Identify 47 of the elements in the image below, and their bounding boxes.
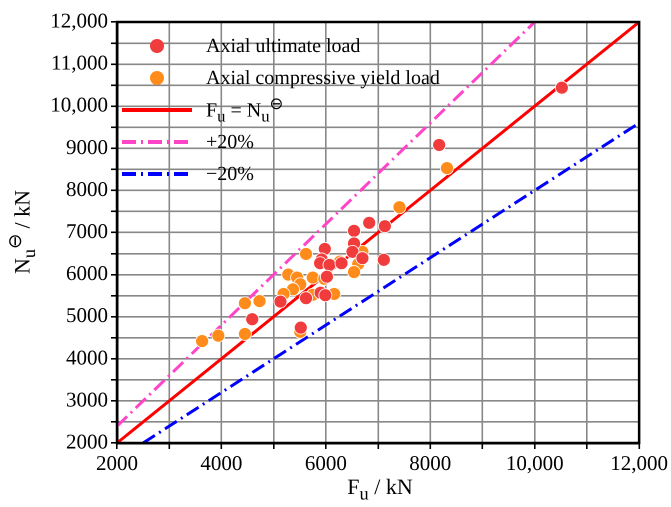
y-tick-label: 7000 — [66, 219, 108, 244]
x-tick-label: 8000 — [409, 451, 452, 476]
point — [294, 320, 308, 335]
y-tick-label: 10,000 — [50, 92, 108, 117]
legend-label: Axial compressive yield load — [206, 66, 440, 90]
x-tick-label: 4000 — [200, 451, 242, 476]
point — [347, 265, 361, 279]
y-tick-label: 12,000 — [50, 8, 108, 33]
point — [392, 200, 406, 214]
legend-label: Axial ultimate load — [206, 34, 360, 58]
point — [238, 296, 252, 310]
point — [299, 291, 313, 306]
point — [299, 247, 313, 261]
point — [238, 327, 252, 341]
y-tick-label: 2000 — [66, 430, 108, 454]
point — [322, 258, 336, 272]
x-tick-label: 6000 — [304, 451, 347, 476]
point — [320, 270, 334, 284]
point — [356, 251, 370, 266]
y-tick-label: 6000 — [66, 261, 108, 286]
point — [362, 216, 376, 230]
point — [376, 252, 391, 267]
x-tick-label: 2000 — [96, 451, 138, 476]
y-tick-label: 9000 — [66, 134, 108, 159]
point — [346, 244, 360, 259]
point — [318, 288, 332, 302]
legend-label: +20% — [206, 130, 254, 154]
point — [252, 294, 266, 308]
legend-label: −20% — [206, 162, 254, 186]
x-axis-title: F$_{u}$ / kN — [347, 474, 413, 504]
y-tick-label: 4000 — [66, 345, 108, 370]
point — [440, 161, 454, 175]
point — [347, 224, 361, 238]
point — [378, 219, 392, 234]
point — [306, 270, 320, 284]
y-tick-label: 3000 — [66, 387, 108, 412]
y-tick-label: 5000 — [66, 303, 108, 328]
point — [211, 328, 226, 343]
point — [195, 334, 210, 348]
x-tick-label: 10,000 — [506, 451, 564, 476]
point — [432, 138, 446, 152]
y-tick-label: 8000 — [66, 176, 108, 201]
x-tick-label: 12,000 — [610, 451, 668, 476]
point — [554, 80, 569, 95]
point — [274, 294, 288, 308]
point — [245, 312, 260, 326]
y-tick-label: 11,000 — [51, 50, 108, 75]
